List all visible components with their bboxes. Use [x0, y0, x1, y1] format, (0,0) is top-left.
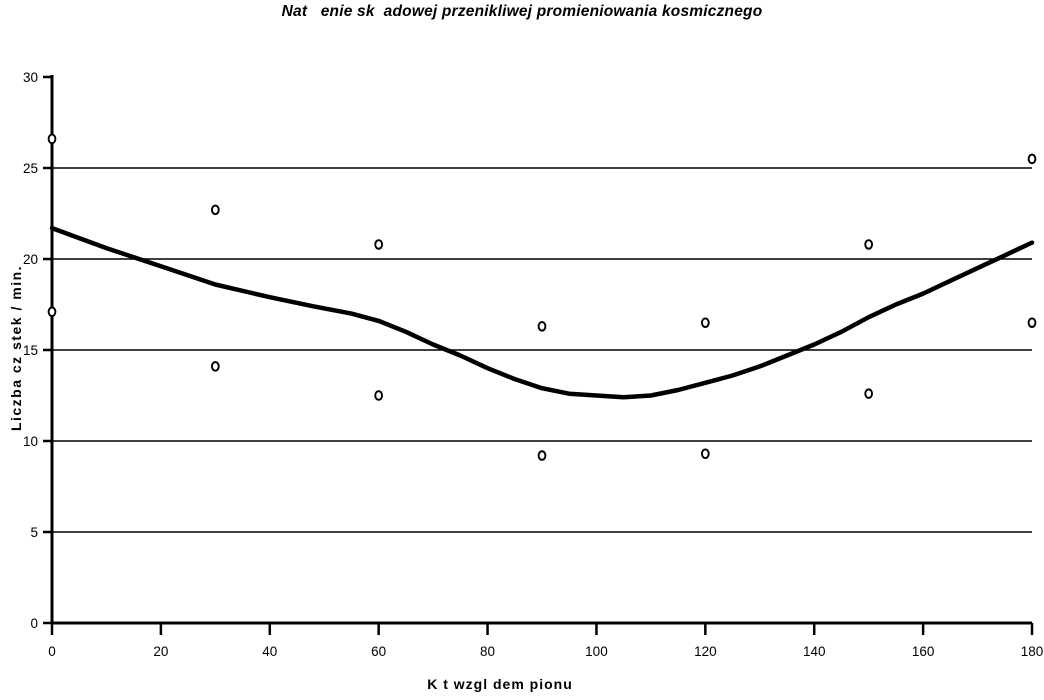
data-point	[47, 306, 57, 318]
data-point	[700, 448, 710, 459]
chart-title: Nat enie sk adowej przenikliwej promieni…	[281, 3, 763, 20]
y-tick-label: 5	[30, 525, 38, 540]
x-tick-label: 160	[912, 644, 935, 659]
data-point	[210, 361, 220, 372]
x-tick-label: 180	[1021, 644, 1044, 659]
x-tick-label: 20	[153, 644, 168, 659]
y-tick-label: 20	[23, 252, 38, 267]
data-point	[864, 388, 874, 399]
trend-line	[49, 225, 1035, 400]
data-point	[537, 321, 547, 332]
data-point	[374, 390, 384, 401]
x-axis-title: K t wzgl dem pionu	[427, 676, 573, 692]
x-tick-label: 40	[262, 644, 277, 659]
data-point	[47, 133, 57, 145]
data-point	[374, 239, 384, 250]
data-point	[864, 239, 874, 250]
x-tick-label: 0	[48, 644, 56, 659]
x-tick-label: 60	[371, 644, 386, 659]
data-point	[1027, 153, 1037, 165]
data-point	[210, 204, 220, 216]
x-tick-label: 100	[585, 644, 608, 659]
x-tick-label: 140	[803, 644, 826, 659]
x-tick-label: 120	[694, 644, 717, 659]
y-tick-label: 30	[23, 70, 38, 85]
data-point	[700, 317, 710, 328]
y-tick-label: 10	[23, 434, 38, 449]
data-point	[1027, 317, 1037, 328]
y-tick-label: 15	[23, 343, 38, 358]
x-tick-label: 80	[480, 644, 495, 659]
y-tick-label: 0	[30, 616, 38, 631]
data-point	[537, 450, 547, 461]
y-tick-label: 25	[23, 161, 38, 176]
